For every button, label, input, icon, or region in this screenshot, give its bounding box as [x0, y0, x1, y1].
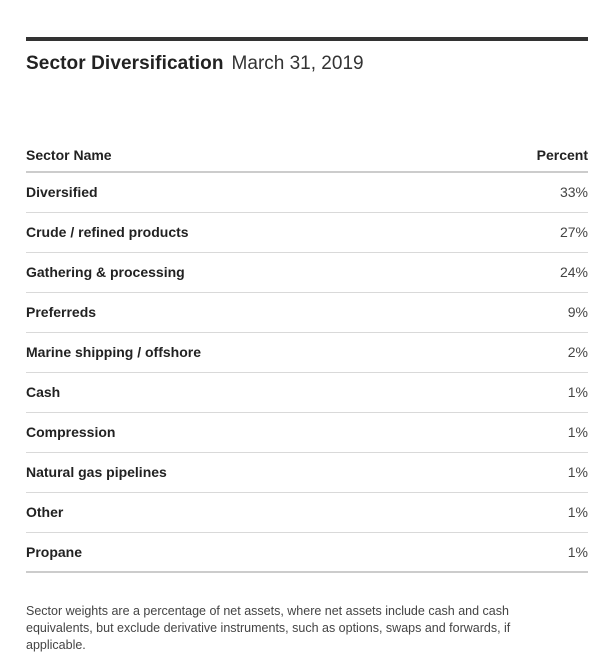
- sector-name: Other: [26, 492, 461, 533]
- table-row: Natural gas pipelines 1%: [26, 452, 588, 493]
- table-row: Preferreds 9%: [26, 292, 588, 333]
- sector-percent: 1%: [460, 412, 588, 453]
- sector-name: Gathering & processing: [26, 252, 461, 293]
- top-rule: [26, 37, 588, 41]
- sector-name: Cash: [26, 372, 461, 413]
- sector-percent: 27%: [460, 212, 588, 253]
- table-row: Gathering & processing 24%: [26, 252, 588, 293]
- sector-name: Marine shipping / offshore: [26, 332, 461, 373]
- sector-name: Preferreds: [26, 292, 461, 333]
- sector-name: Crude / refined products: [26, 212, 461, 253]
- sector-percent: 1%: [460, 452, 588, 493]
- sector-table: Sector Name Percent Diversified 33% Crud…: [26, 139, 588, 573]
- sector-percent: 33%: [460, 172, 588, 213]
- table-row: Diversified 33%: [26, 172, 588, 213]
- sector-percent: 24%: [460, 252, 588, 293]
- sector-percent: 1%: [460, 532, 588, 573]
- panel-title: Sector Diversification: [26, 53, 224, 74]
- sector-percent: 1%: [460, 372, 588, 413]
- sector-percent: 9%: [460, 292, 588, 333]
- table-row: Compression 1%: [26, 412, 588, 453]
- table-row: Propane 1%: [26, 532, 588, 573]
- panel-header: Sector Diversification March 31, 2019: [26, 53, 588, 81]
- sector-name: Compression: [26, 412, 461, 453]
- sector-name: Natural gas pipelines: [26, 452, 461, 493]
- table-row: Marine shipping / offshore 2%: [26, 332, 588, 373]
- column-header-sector-name: Sector Name: [26, 139, 461, 173]
- column-header-percent: Percent: [460, 139, 588, 173]
- sector-diversification-panel: Sector Diversification March 31, 2019 Se…: [26, 37, 588, 654]
- sector-name: Propane: [26, 532, 461, 573]
- table-header-row: Sector Name Percent: [26, 139, 588, 173]
- table-row: Cash 1%: [26, 372, 588, 413]
- footnote: Sector weights are a percentage of net a…: [26, 604, 511, 652]
- sector-percent: 2%: [460, 332, 588, 373]
- table-row: Other 1%: [26, 492, 588, 533]
- table-row: Crude / refined products 27%: [26, 212, 588, 253]
- sector-name: Diversified: [26, 172, 461, 213]
- sector-percent: 1%: [460, 492, 588, 533]
- as-of-date: March 31, 2019: [231, 53, 364, 74]
